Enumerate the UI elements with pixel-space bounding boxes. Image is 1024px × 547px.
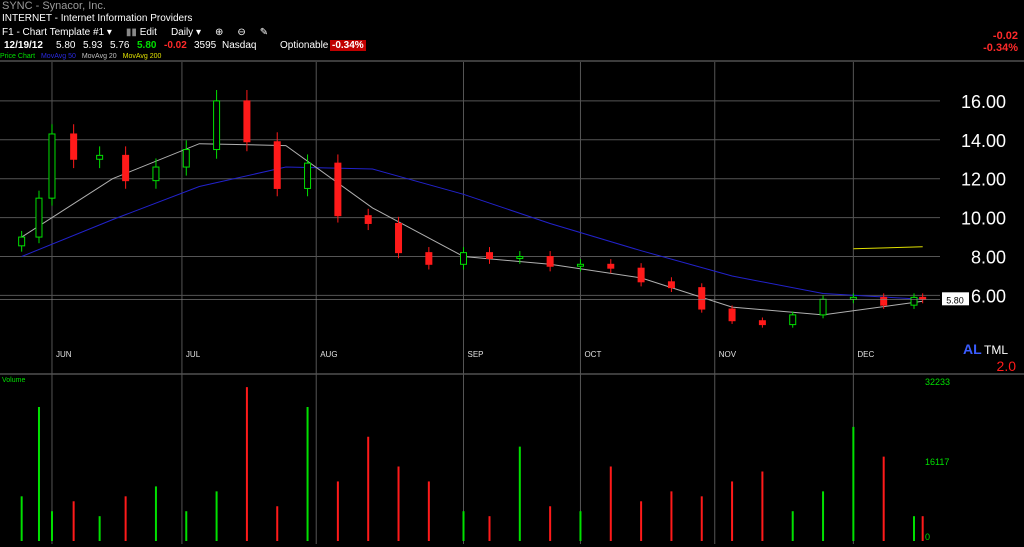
legend-ma20: MovAvg 20: [81, 53, 117, 60]
candle-body: [18, 236, 26, 247]
candle-body: [182, 149, 190, 168]
series-line-movavg-50: [21, 166, 923, 300]
quote-change-pct: -0.34%: [330, 40, 366, 51]
volume-y-tick-label: 32233: [925, 377, 950, 387]
brand-version: 2.0: [997, 358, 1017, 374]
candle-body: [698, 287, 706, 310]
x-tick-label: AUG: [320, 350, 337, 359]
candle-body: [152, 166, 160, 182]
candle-body: [910, 296, 918, 306]
quote-bar: 12/19/12 5.80 5.93 5.76 5.80 -0.02 3595 …: [4, 40, 366, 51]
series-line-movavg-200: [853, 246, 923, 250]
candle-body: [273, 141, 281, 189]
candle-body: [425, 252, 433, 265]
edit-button[interactable]: ▮▮ Edit: [126, 27, 157, 38]
period-dropdown[interactable]: Daily ▾: [171, 27, 201, 38]
y-tick-label: 8.00: [971, 248, 1006, 268]
quote-close: 5.80: [137, 40, 157, 51]
candle-body: [304, 162, 312, 189]
quote-change: -0.02: [164, 40, 187, 51]
last-price-box: [942, 292, 969, 306]
edit-label: Edit: [139, 27, 157, 38]
quote-open: 5.80: [56, 40, 76, 51]
zoom-in-icon[interactable]: ⊕: [214, 27, 224, 38]
candle-body: [334, 162, 342, 217]
y-tick-label: 6.00: [971, 286, 1006, 306]
candle-body: [48, 133, 56, 199]
quote-volume: 3595: [194, 40, 217, 51]
candle-body: [758, 320, 766, 326]
quote-high: 5.93: [83, 40, 103, 51]
candle-body: [637, 267, 645, 283]
y-tick-label: 10.00: [961, 209, 1006, 229]
draw-tool-icon[interactable]: ✎: [259, 27, 269, 38]
volume-y-tick-label: 16117: [925, 457, 949, 467]
quote-optionable: Optionable: [280, 40, 329, 51]
x-tick-label: JUN: [56, 350, 72, 359]
candle-body: [607, 263, 615, 269]
quote-date: 12/19/12: [4, 40, 43, 51]
x-tick-label: SEP: [468, 350, 484, 359]
change-percent: -0.34%: [983, 42, 1018, 54]
y-tick-label: 14.00: [961, 131, 1006, 151]
candle-body: [667, 281, 675, 289]
candle-body: [395, 222, 403, 254]
change-summary: -0.02 -0.34%: [983, 30, 1018, 54]
candle-body: [96, 154, 104, 160]
candle-body: [243, 100, 251, 143]
template-label: F1 - Chart Template #1: [2, 27, 105, 38]
legend-ma200: MovAvg 200: [122, 53, 162, 60]
chart-legend: Price Chart MovAvg 50 MovAvg 20 MovAvg 2…: [0, 53, 165, 60]
candle-body: [546, 256, 554, 267]
candle-body: [880, 296, 888, 306]
x-tick-label: OCT: [584, 350, 601, 359]
candle-body: [819, 298, 827, 316]
candle-body: [70, 133, 78, 160]
y-tick-label: 12.00: [961, 170, 1006, 190]
candle-body: [485, 252, 493, 259]
template-dropdown[interactable]: F1 - Chart Template #1 ▾: [2, 27, 112, 38]
chevron-down-icon: ▾: [106, 27, 112, 38]
legend-ma50: MovAvg 50: [40, 53, 76, 60]
period-label: Daily: [170, 27, 194, 38]
y-tick-label: 16.00: [961, 92, 1006, 112]
chart-title: SYNC - Synacor, Inc.: [2, 0, 106, 12]
zoom-out-icon[interactable]: ⊖: [237, 27, 246, 38]
legend-price: Price Chart: [0, 53, 36, 60]
candle-body: [728, 308, 736, 322]
industry-label: INTERNET - Internet Information Provider…: [2, 13, 193, 24]
candle-body: [122, 154, 130, 182]
change-value: -0.02: [992, 30, 1018, 42]
brand-al: AL: [963, 341, 982, 357]
x-tick-label: DEC: [857, 350, 874, 359]
x-tick-label: NOV: [719, 350, 737, 359]
candle-body: [35, 197, 43, 238]
last-price-label: 5.80: [946, 295, 964, 305]
candle-body: [460, 252, 468, 265]
quote-exchange: Nasdaq: [222, 40, 257, 51]
chart-toolbar: F1 - Chart Template #1 ▾ ▮▮ Edit Daily ▾…: [2, 27, 268, 38]
candle-body: [516, 256, 524, 259]
candle-body: [213, 100, 221, 151]
candle-body: [364, 215, 372, 224]
bar-chart-icon: ▮▮: [125, 27, 137, 38]
volume-y-tick-label: 0: [925, 532, 930, 542]
candle-body: [576, 263, 584, 267]
chevron-down-icon: ▾: [195, 27, 201, 38]
brand-tml: TML: [984, 343, 1008, 357]
quote-low: 5.76: [110, 40, 130, 51]
candle-body: [789, 314, 797, 326]
volume-panel-title: Volume: [2, 377, 26, 384]
x-tick-label: JUL: [186, 350, 201, 359]
